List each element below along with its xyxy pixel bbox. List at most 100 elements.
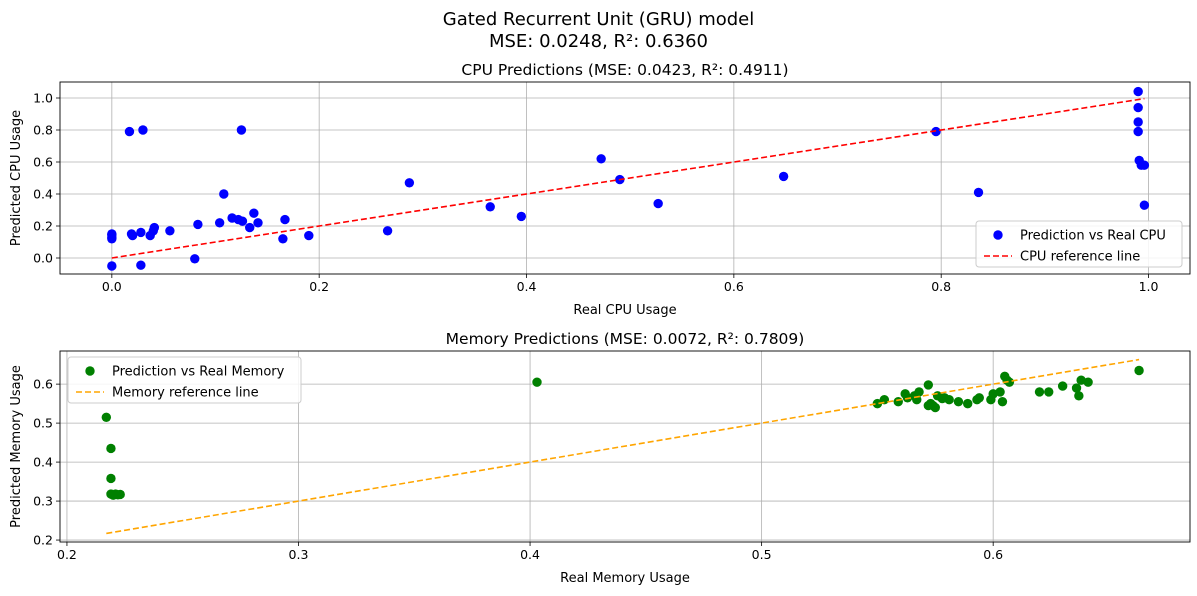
data-point <box>1083 377 1093 387</box>
data-point <box>923 380 934 390</box>
data-point <box>1139 200 1150 210</box>
y-tick-label: 0.6 <box>33 377 53 392</box>
figure-subtitle: MSE: 0.0248, R²: 0.6360 <box>488 31 709 52</box>
legend-label: Memory reference line <box>112 386 259 401</box>
chart-title: CPU Predictions (MSE: 0.0423, R²: 0.4911… <box>461 61 788 79</box>
data-point <box>1133 117 1143 127</box>
legend: Prediction vs Real Memory Memory referenc… <box>67 356 302 404</box>
data-point <box>1074 391 1084 401</box>
data-point <box>219 189 229 199</box>
x-tick-label: 0.2 <box>57 547 77 562</box>
data-point <box>124 126 135 137</box>
data-point <box>596 154 606 164</box>
figure-title-block: Gated Recurrent Unit (GRU) model MSE: 0.… <box>0 9 1197 53</box>
y-tick-label: 0.4 <box>33 455 53 470</box>
y-tick-label: 0.5 <box>33 416 53 431</box>
data-point <box>237 216 248 226</box>
data-point <box>1139 160 1150 170</box>
data-point <box>914 387 924 397</box>
x-tick-label: 0.0 <box>102 279 122 294</box>
data-point <box>236 125 247 135</box>
data-point <box>190 254 200 264</box>
data-point <box>107 229 117 239</box>
x-axis-label: Real CPU Usage <box>573 303 676 318</box>
y-tick-label: 0.0 <box>33 251 53 266</box>
data-point <box>107 261 117 271</box>
data-point <box>963 398 973 409</box>
data-point <box>304 230 314 241</box>
data-point <box>106 443 116 454</box>
data-point <box>1133 126 1143 137</box>
data-point <box>485 202 495 212</box>
x-tick-label: 0.2 <box>309 279 329 294</box>
data-point <box>136 260 146 270</box>
data-point <box>930 402 940 413</box>
data-point <box>1071 383 1082 393</box>
legend-point-marker <box>993 230 1003 240</box>
data-point <box>778 171 789 182</box>
data-point <box>127 230 138 241</box>
x-tick-label: 0.4 <box>517 279 537 294</box>
y-tick-label: 0.2 <box>33 533 53 548</box>
x-tick-label: 0.5 <box>752 547 772 562</box>
data-point <box>101 412 112 422</box>
legend-point-marker <box>85 366 95 376</box>
y-tick-label: 0.8 <box>33 123 53 138</box>
data-point <box>944 395 954 405</box>
data-point <box>1134 365 1144 376</box>
x-tick-label: 0.8 <box>931 279 951 294</box>
data-point <box>136 227 146 238</box>
y-tick-label: 0.4 <box>33 187 53 202</box>
data-point <box>893 396 903 407</box>
y-tick-label: 1.0 <box>33 91 53 106</box>
data-point <box>214 218 225 228</box>
y-axis-label: Predicted CPU Usage <box>9 110 24 246</box>
x-tick-label: 0.6 <box>724 279 744 294</box>
legend: Prediction vs Real CPU CPU reference line <box>975 220 1183 268</box>
data-point <box>278 234 288 244</box>
data-point <box>280 214 290 225</box>
data-point <box>953 396 964 407</box>
data-point <box>1133 86 1143 97</box>
data-point <box>404 178 415 188</box>
data-point <box>115 489 125 500</box>
data-point <box>165 226 175 236</box>
data-point <box>149 222 160 233</box>
figure-title: Gated Recurrent Unit (GRU) model <box>442 9 755 30</box>
reference-line <box>106 358 1140 535</box>
axes-frame <box>59 81 1191 275</box>
data-point <box>1057 381 1068 391</box>
legend-label: Prediction vs Real Memory <box>112 365 285 380</box>
y-tick-label: 0.2 <box>33 219 53 234</box>
data-point <box>1004 377 1015 387</box>
axes-frame <box>59 350 1191 543</box>
data-point <box>106 473 116 484</box>
data-point <box>193 219 203 230</box>
data-point <box>995 387 1005 397</box>
data-point <box>245 222 255 233</box>
data-point <box>997 396 1008 407</box>
legend-box <box>975 220 1183 268</box>
x-tick-label: 1.0 <box>1139 279 1159 294</box>
legend-label: Prediction vs Real CPU <box>1020 229 1166 244</box>
data-point <box>1044 387 1054 397</box>
legend-label: CPU reference line <box>1020 250 1140 265</box>
reference-line <box>111 97 1145 259</box>
y-axis-label: Predicted Memory Usage <box>9 365 24 528</box>
data-point <box>382 226 393 236</box>
data-point <box>974 393 984 403</box>
chart-title: Memory Predictions (MSE: 0.0072, R²: 0.7… <box>446 330 805 348</box>
y-tick-label: 0.6 <box>33 155 53 170</box>
x-tick-label: 0.4 <box>520 547 540 562</box>
chart-1: 0.2 0.3 0.4 0.5 0.6 0.2 0.3 0.4 0.5 0.6 Memory Pre… <box>9 330 1191 586</box>
data-point <box>872 398 883 409</box>
data-point <box>249 208 259 218</box>
x-axis-label: Real Memory Usage <box>560 571 690 586</box>
data-point <box>973 187 984 198</box>
data-point <box>532 377 542 387</box>
data-point <box>1133 102 1143 113</box>
y-tick-label: 0.3 <box>33 494 53 509</box>
data-point <box>653 198 663 209</box>
